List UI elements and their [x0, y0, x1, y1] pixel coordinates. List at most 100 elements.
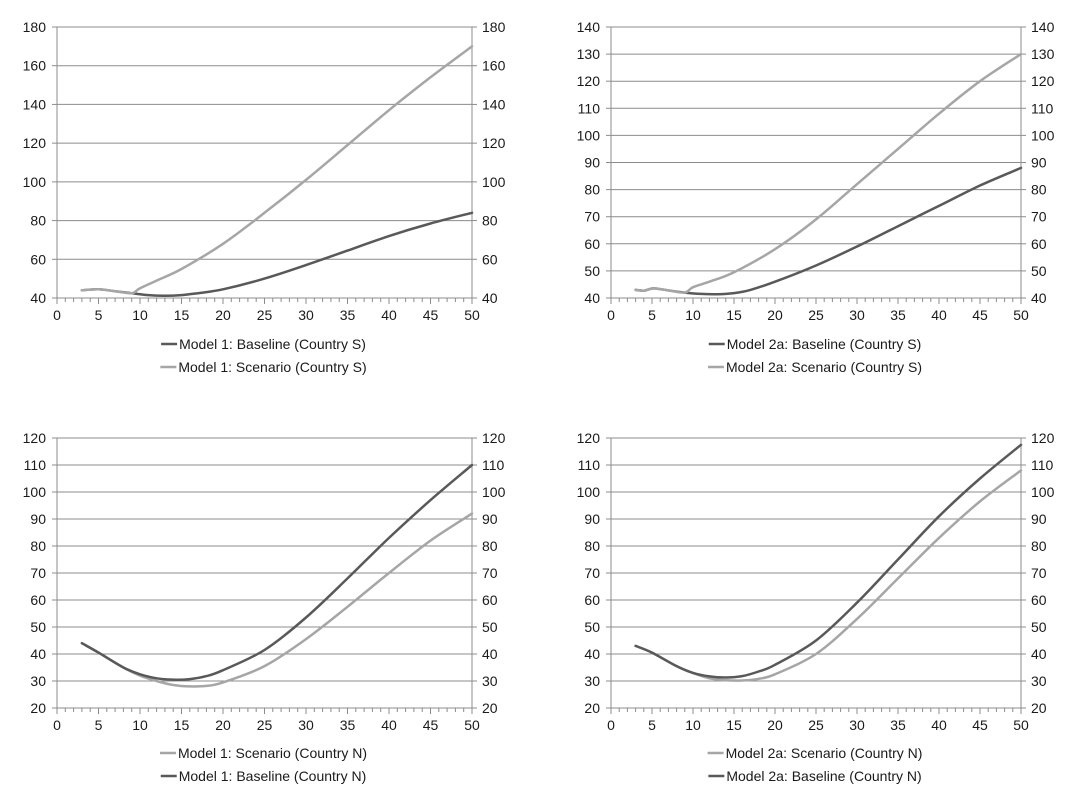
y-tick-label-right: 120 [1031, 73, 1055, 89]
y-tick-label-right: 140 [1031, 19, 1055, 35]
y-tick-label-right: 100 [1031, 127, 1055, 143]
series-line-1 [634, 469, 1023, 682]
series-line-2 [80, 45, 474, 295]
y-tick-label-left: 110 [578, 100, 601, 116]
x-tick-label: 50 [1013, 307, 1029, 323]
series-line-2 [634, 443, 1023, 679]
y-tick-label-right: 40 [1031, 646, 1047, 662]
legend-label: Model 1: Scenario (Country S) [178, 359, 366, 375]
y-tick-label-right: 140 [482, 96, 506, 112]
x-tick-label: 10 [132, 717, 148, 733]
y-tick-label-right: 120 [1031, 430, 1055, 446]
x-tick-label: 50 [464, 307, 480, 323]
y-tick-label-left: 30 [584, 673, 600, 689]
y-tick-label-left: 50 [584, 619, 600, 635]
x-tick-label: 5 [648, 307, 656, 323]
x-tick-label: 15 [726, 717, 742, 733]
y-tick-label-right: 70 [482, 565, 498, 581]
y-tick-label-right: 100 [482, 174, 506, 190]
y-tick-label-right: 80 [1031, 538, 1047, 554]
x-tick-label: 20 [215, 717, 231, 733]
y-tick-label-left: 90 [584, 511, 600, 527]
y-tick-label-right: 60 [482, 592, 498, 608]
x-tick-label: 45 [972, 307, 988, 323]
y-tick-label-right: 110 [1031, 457, 1054, 473]
series-line-1 [634, 166, 1023, 296]
y-tick-label-left: 100 [577, 484, 601, 500]
y-tick-label-right: 50 [482, 619, 498, 635]
x-tick-label: 25 [808, 307, 824, 323]
y-tick-label-right: 30 [482, 673, 498, 689]
x-tick-label: 0 [53, 717, 61, 733]
y-tick-label-left: 110 [24, 457, 47, 473]
y-tick-label-left: 50 [30, 619, 46, 635]
x-tick-label: 10 [685, 307, 701, 323]
x-tick-label: 45 [972, 717, 988, 733]
x-tick-label: 40 [931, 717, 947, 733]
y-tick-label-left: 80 [584, 182, 600, 198]
legend-label: Model 2a: Scenario (Country S) [726, 359, 922, 375]
y-tick-label-right: 120 [482, 135, 506, 151]
x-tick-label: 35 [890, 717, 906, 733]
y-tick-label-right: 110 [1031, 100, 1054, 116]
y-tick-label-right: 60 [1031, 236, 1047, 252]
x-tick-label: 20 [215, 307, 231, 323]
x-tick-label: 45 [423, 307, 439, 323]
x-tick-label: 20 [767, 307, 783, 323]
y-tick-label-left: 120 [577, 73, 601, 89]
x-tick-label: 0 [607, 717, 615, 733]
x-tick-label: 50 [464, 717, 480, 733]
y-tick-label-right: 180 [482, 19, 506, 35]
x-tick-label: 25 [257, 717, 273, 733]
y-tick-label-left: 70 [30, 565, 46, 581]
series-line-1 [80, 211, 474, 297]
y-tick-label-left: 100 [577, 127, 601, 143]
y-tick-label-left: 60 [30, 251, 46, 267]
x-tick-label: 45 [423, 717, 439, 733]
y-tick-label-right: 50 [1031, 263, 1047, 279]
x-tick-label: 35 [890, 307, 906, 323]
legend-label: Model 1: Scenario (Country N) [178, 745, 367, 761]
y-tick-label-left: 60 [30, 592, 46, 608]
x-tick-label: 15 [726, 307, 742, 323]
y-tick-label-right: 70 [1031, 209, 1047, 225]
x-tick-label: 30 [849, 307, 865, 323]
y-tick-label-right: 60 [482, 251, 498, 267]
y-tick-label-left: 140 [577, 19, 601, 35]
y-tick-label-right: 20 [1031, 700, 1047, 716]
y-tick-label-right: 70 [1031, 565, 1047, 581]
x-tick-label: 5 [648, 717, 656, 733]
y-tick-label-left: 120 [577, 430, 601, 446]
x-tick-label: 30 [298, 717, 314, 733]
y-tick-label-left: 60 [584, 236, 600, 252]
y-tick-label-left: 130 [577, 46, 601, 62]
y-tick-label-right: 80 [482, 213, 498, 229]
x-tick-label: 5 [95, 307, 103, 323]
x-tick-label: 0 [607, 307, 615, 323]
y-tick-label-right: 110 [482, 457, 505, 473]
y-tick-label-left: 80 [30, 538, 46, 554]
y-tick-label-left: 20 [584, 700, 600, 716]
series-line-2 [80, 463, 474, 681]
y-tick-label-right: 50 [1031, 619, 1047, 635]
legend-label: Model 2a: Scenario (Country N) [726, 745, 923, 761]
y-tick-label-right: 90 [1031, 511, 1047, 527]
y-tick-label-right: 130 [1031, 46, 1055, 62]
x-tick-label: 35 [340, 717, 356, 733]
series-line-2 [634, 52, 1023, 294]
x-tick-label: 25 [257, 307, 273, 323]
x-tick-label: 15 [174, 307, 190, 323]
x-tick-label: 30 [849, 717, 865, 733]
y-tick-label-right: 40 [482, 646, 498, 662]
y-tick-label-left: 100 [23, 174, 47, 190]
x-tick-label: 10 [685, 717, 701, 733]
y-tick-label-left: 90 [30, 511, 46, 527]
y-tick-label-left: 160 [23, 58, 47, 74]
y-tick-label-right: 80 [1031, 182, 1047, 198]
x-tick-label: 40 [381, 307, 397, 323]
y-tick-label-left: 120 [23, 135, 47, 151]
